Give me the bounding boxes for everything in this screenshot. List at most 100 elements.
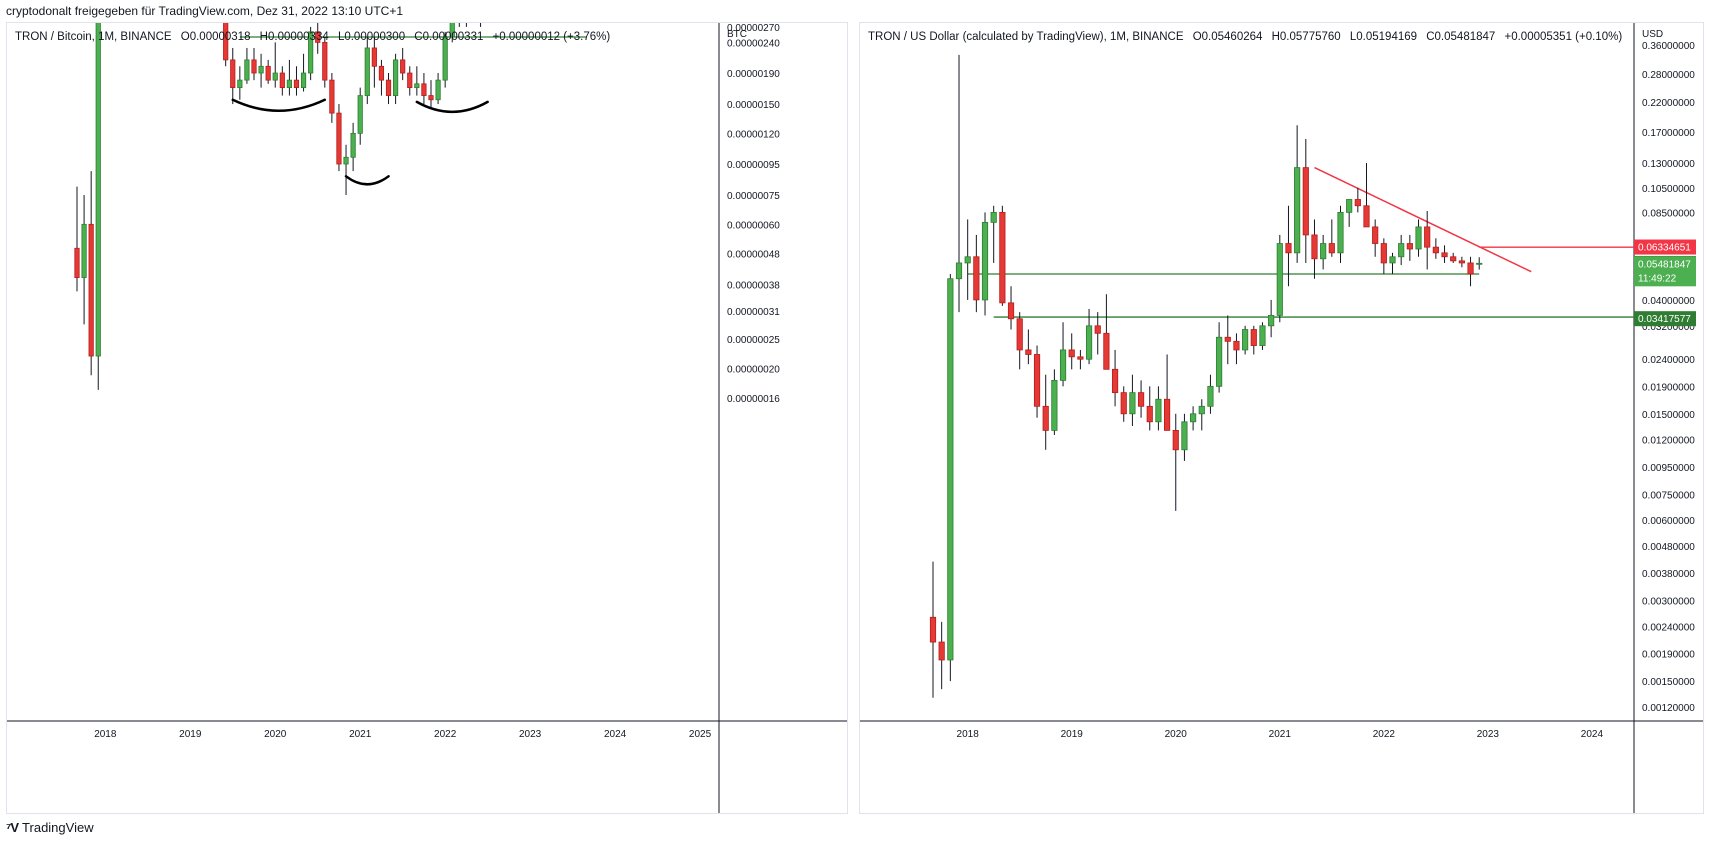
- candle-down: [1042, 405, 1049, 431]
- candle-down: [1380, 243, 1387, 264]
- candle-down: [1328, 243, 1335, 254]
- candle-down: [1016, 318, 1023, 351]
- candle-up: [955, 262, 963, 280]
- candle-up: [435, 79, 441, 101]
- chart-pane-trxusd[interactable]: USD 0.36000000 0.28000000 0.22000000 0.17000…: [859, 22, 1704, 814]
- candle-down: [428, 95, 434, 101]
- tradingview-footer[interactable]: ⁷V TradingView: [6, 820, 94, 835]
- candle-down: [1164, 398, 1171, 431]
- candle-up: [1059, 349, 1067, 381]
- candle-down: [1007, 302, 1015, 320]
- candle-down: [1432, 246, 1439, 254]
- candle-up: [1337, 211, 1344, 254]
- candle-down: [251, 59, 257, 74]
- candle-up: [1190, 413, 1197, 423]
- tradingview-brand: TradingView: [22, 820, 94, 835]
- y-tick-label: 0.00000048: [727, 250, 780, 261]
- y-tick-label: 0.22000000: [1642, 98, 1695, 109]
- y-tick-label: 0.02400000: [1642, 355, 1695, 366]
- candle-up: [1389, 256, 1396, 264]
- candle-down: [329, 79, 335, 114]
- candle-up: [990, 211, 997, 223]
- candle-down: [1111, 368, 1119, 394]
- x-tick-label: 2019: [179, 729, 202, 740]
- y-tick-label: 0.00000031: [727, 307, 780, 318]
- candle-down: [973, 256, 980, 301]
- x-tick-label: 2021: [1269, 729, 1292, 740]
- y-tick-label: 0.00380000: [1642, 569, 1695, 580]
- y-tick-label: 0.13000000: [1642, 159, 1695, 170]
- legend-close: C0.05481847: [1426, 31, 1496, 43]
- y-tick-label: 0.00000025: [727, 335, 780, 346]
- candle-up: [449, 23, 455, 38]
- chart-legend-right: TRON / US Dollar (calculated by TradingV…: [868, 31, 1628, 43]
- candle-down: [929, 616, 937, 643]
- x-tick-label: 2023: [519, 729, 542, 740]
- x-tick-label: 2022: [1373, 729, 1396, 740]
- candle-up: [1294, 167, 1301, 254]
- candle-up: [1216, 336, 1223, 387]
- y-tick-label: 0.00000060: [727, 220, 780, 231]
- y-tick-label: 0.00950000: [1642, 463, 1695, 474]
- y-tick-label: 0.00240000: [1642, 623, 1695, 634]
- y-tick-label: 0.00000150: [727, 100, 780, 111]
- y-tick-label: 0.00000120: [727, 129, 780, 140]
- candle-down: [1137, 392, 1145, 407]
- y-tick-label: 0.36000000: [1642, 41, 1695, 52]
- price-badge: [1634, 256, 1696, 287]
- candle-down: [1250, 329, 1257, 346]
- x-tick-label: 2021: [349, 729, 372, 740]
- x-tick-label: 2020: [1165, 729, 1188, 740]
- candle-down: [74, 247, 80, 278]
- chart-pane-trxbtc[interactable]: BTC0.000021000.000017000.000014000.00001…: [6, 22, 848, 814]
- candle-down: [999, 211, 1006, 304]
- candle-up: [357, 95, 363, 134]
- candle-down: [88, 223, 94, 357]
- candle-down: [1172, 430, 1179, 451]
- x-tick-label: 2018: [957, 729, 980, 740]
- candle-down: [336, 112, 342, 165]
- candle-up: [343, 156, 349, 165]
- legend-high: H0.00000334: [259, 31, 329, 43]
- x-tick-label: 2020: [264, 729, 287, 740]
- candle-up: [81, 223, 87, 278]
- legend-high: H0.05775760: [1271, 31, 1341, 43]
- candle-down: [1068, 349, 1075, 358]
- candle-up: [1242, 329, 1249, 351]
- x-tick-label: 2024: [1581, 729, 1604, 740]
- candle-down: [293, 79, 300, 89]
- candle-up: [1085, 325, 1093, 360]
- candle-down: [1033, 354, 1041, 407]
- candle-down: [1077, 356, 1084, 360]
- y-tick-label: 0.00000075: [727, 191, 780, 202]
- candle-down: [1363, 205, 1370, 228]
- candle-down: [378, 65, 385, 81]
- trxbtc-chart-svg[interactable]: BTC0.000021000.000017000.000014000.00001…: [7, 23, 847, 813]
- y-tick-label: 0.04000000: [1642, 296, 1695, 307]
- y-tick-label: 0.00300000: [1642, 597, 1695, 608]
- candle-up: [95, 23, 101, 357]
- candle-up: [442, 36, 448, 81]
- candle-up: [1276, 243, 1283, 316]
- candle-up: [1051, 379, 1058, 431]
- candle-down: [1233, 340, 1240, 351]
- candle-up: [414, 83, 420, 89]
- y-tick-label: 0.10500000: [1642, 184, 1695, 195]
- candle-down: [1406, 243, 1413, 250]
- candle-down: [407, 72, 413, 89]
- candle-up: [1155, 398, 1162, 423]
- y-tick-label: 0.01200000: [1642, 436, 1695, 447]
- candle-down: [400, 59, 406, 74]
- candle-down: [315, 31, 321, 43]
- x-tick-label: 2018: [94, 729, 117, 740]
- y-tick-label: 0.00000240: [727, 38, 780, 49]
- candle-up: [1181, 421, 1188, 451]
- candle-up: [947, 278, 954, 661]
- candle-down: [1311, 234, 1318, 260]
- candle-up: [1207, 385, 1214, 407]
- head-arc: [344, 175, 390, 186]
- legend-close: C0.00000331: [414, 31, 484, 43]
- y-tick-label: 0.01900000: [1642, 382, 1695, 393]
- candle-up: [1320, 243, 1327, 260]
